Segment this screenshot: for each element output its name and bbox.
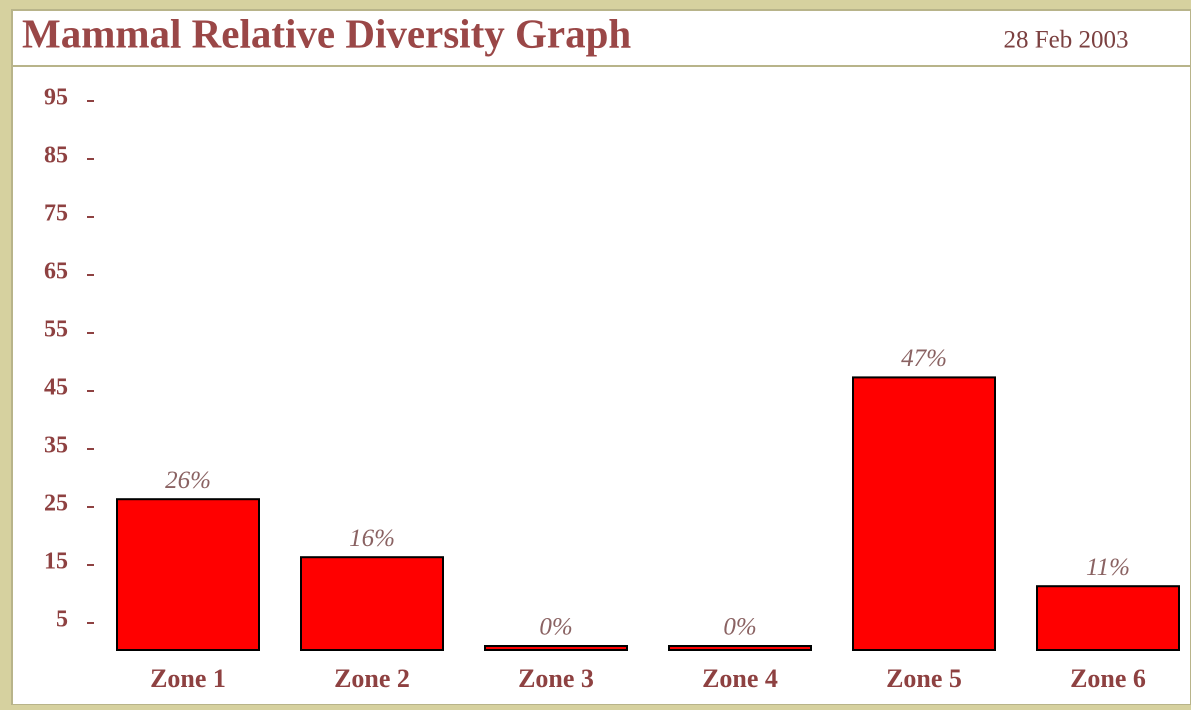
- x-tick-label: Zone 6: [1070, 664, 1146, 693]
- x-tick-label: Zone 1: [150, 664, 226, 693]
- bar: [668, 645, 812, 651]
- y-tick-label: 45: [44, 375, 68, 401]
- bar: [484, 645, 628, 651]
- y-tick-label: 35: [44, 433, 68, 459]
- value-label: 11%: [1086, 554, 1130, 581]
- y-tick-label: 65: [44, 259, 68, 285]
- y-tick-label: 75: [44, 201, 68, 227]
- y-tick-label: 15: [44, 549, 68, 575]
- bar: [300, 556, 444, 652]
- chart-title: Mammal Relative Diversity Graph: [22, 10, 631, 56]
- chart-date: 28 Feb 2003: [1004, 27, 1129, 54]
- y-tick-label: 5: [56, 607, 68, 633]
- y-tick-label: 85: [44, 143, 68, 169]
- x-tick-label: Zone 3: [518, 664, 594, 693]
- y-tick-label: 25: [44, 491, 68, 517]
- bar: [852, 376, 996, 651]
- value-label: 47%: [901, 345, 947, 372]
- value-label: 26%: [165, 467, 211, 494]
- value-label: 0%: [723, 614, 756, 641]
- value-label: 16%: [349, 525, 395, 552]
- bar: [1036, 585, 1180, 652]
- x-tick-label: Zone 2: [334, 664, 410, 693]
- value-label: 0%: [539, 614, 572, 641]
- y-tick-label: 95: [44, 85, 68, 111]
- x-tick-label: Zone 5: [886, 664, 962, 693]
- bar: [116, 498, 260, 652]
- x-tick-label: Zone 4: [702, 664, 778, 693]
- y-tick-label: 55: [44, 317, 68, 343]
